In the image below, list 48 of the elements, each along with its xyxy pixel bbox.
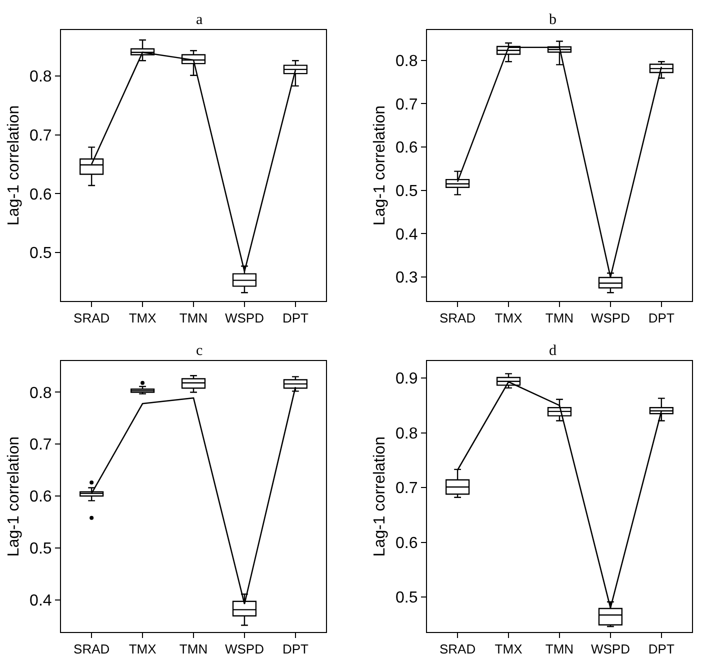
y-tick-label: 0.5 — [396, 182, 418, 200]
y-tick-label: 0.8 — [396, 425, 418, 442]
x-tick-label: TMX — [128, 642, 157, 657]
y-axis-title: Lag-1 correlation — [371, 436, 388, 557]
x-tick-label: TMX — [128, 310, 157, 326]
y-axis-title: Lag-1 correlation — [5, 105, 22, 226]
y-tick-label: 0.4 — [396, 226, 418, 244]
x-tick-label: TMN — [545, 642, 574, 657]
y-tick-label: 0.8 — [30, 68, 52, 86]
y-tick-label: 0.5 — [396, 590, 418, 607]
chart-title: a — [196, 12, 203, 28]
chart-title: d — [549, 343, 557, 359]
y-tick-label: 0.3 — [396, 270, 418, 287]
x-tick-label: SRAD — [74, 642, 110, 657]
x-tick-label: WSPD — [590, 642, 630, 657]
x-tick-label: WSPD — [590, 310, 630, 326]
y-tick-label: 0.9 — [396, 370, 418, 388]
x-tick-label: WSPD — [224, 642, 264, 657]
x-tick-label: TMN — [179, 642, 208, 657]
y-tick-label: 0.5 — [30, 540, 52, 558]
y-tick-label: 0.6 — [30, 488, 52, 506]
x-tick-label: WSPD — [224, 310, 264, 326]
x-tick-label: TMN — [179, 310, 208, 326]
x-tick-label: DPT — [282, 642, 308, 657]
y-tick-label: 0.6 — [30, 186, 52, 204]
chart-title: b — [549, 12, 556, 28]
x-tick-label: DPT — [282, 310, 308, 326]
y-tick-label: 0.5 — [30, 245, 52, 262]
y-tick-label: 0.7 — [396, 96, 418, 114]
x-tick-label: TMX — [494, 310, 523, 326]
y-tick-label: 0.8 — [30, 384, 52, 402]
x-tick-label: DPT — [648, 310, 674, 326]
y-tick-label: 0.4 — [30, 592, 52, 610]
x-tick-label: TMN — [545, 310, 574, 326]
y-tick-label: 0.8 — [396, 52, 418, 70]
y-tick-label: 0.7 — [30, 127, 52, 144]
x-tick-label: DPT — [648, 642, 674, 657]
x-tick-label: SRAD — [74, 310, 110, 326]
y-tick-label: 0.6 — [396, 140, 418, 157]
y-tick-label: 0.6 — [396, 534, 418, 552]
y-tick-label: 0.7 — [30, 436, 52, 454]
x-tick-label: SRAD — [439, 310, 476, 326]
x-tick-label: TMX — [494, 642, 523, 657]
chart-title: c — [196, 343, 203, 359]
x-tick-label: SRAD — [439, 642, 476, 657]
y-axis-title: Lag-1 correlation — [371, 105, 388, 226]
y-axis-title: Lag-1 correlation — [5, 436, 22, 557]
y-tick-label: 0.7 — [396, 480, 418, 498]
